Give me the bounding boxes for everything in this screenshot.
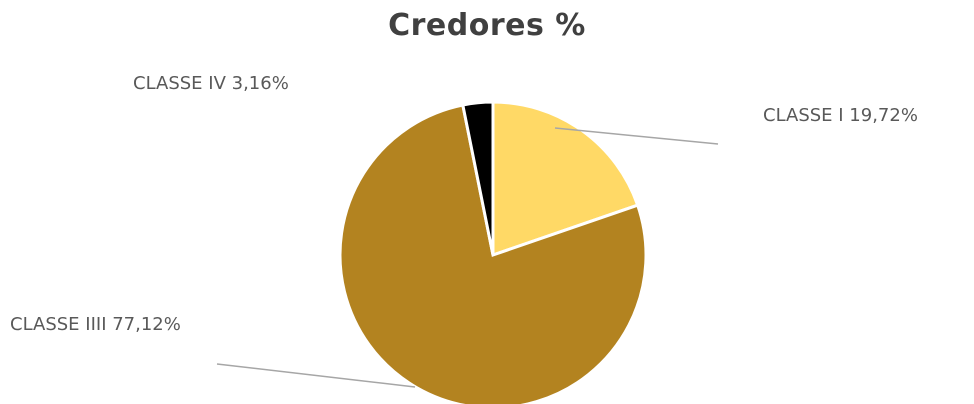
data-label-classe-i: CLASSE I 19,72% (763, 105, 918, 126)
pie-slice-classe-iiii (338, 103, 648, 404)
leader-lines (216, 127, 719, 388)
data-labels: CLASSE I 19,72% CLASSE IIII 77,12% CLASSE … (10, 73, 918, 335)
pie-slices (338, 100, 648, 404)
data-label-classe-iiii: CLASSE IIII 77,12% (10, 314, 181, 335)
leader-line-classe-iiii (216, 363, 416, 388)
chart-title: Credores % (388, 8, 586, 43)
leader-line-classe-i (554, 127, 719, 145)
pie-slice-classe-iv (461, 100, 495, 256)
data-label-classe-iv: CLASSE IV 3,16% (133, 73, 289, 94)
